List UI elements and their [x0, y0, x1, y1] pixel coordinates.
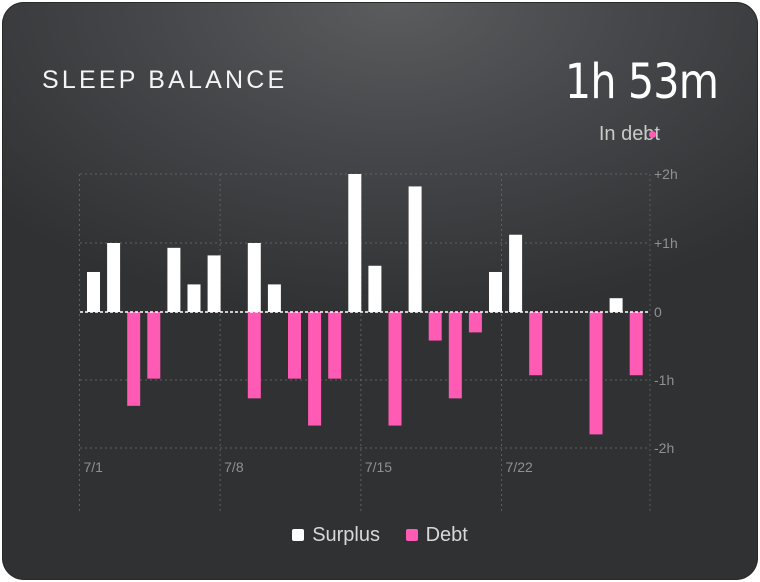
surplus-bar — [368, 265, 382, 312]
x-tick-label: 7/15 — [365, 459, 392, 475]
surplus-bar — [348, 174, 362, 312]
legend-swatch-debt — [405, 529, 418, 541]
surplus-bar — [107, 243, 121, 312]
card-title: SLEEP BALANCE — [42, 66, 288, 94]
y-tick-label: 0 — [654, 304, 662, 320]
y-tick-label: +2h — [654, 166, 678, 182]
chart-legend: Surplus Debt — [2, 524, 758, 547]
debt-bar — [308, 312, 322, 426]
surplus-bar — [167, 247, 181, 312]
surplus-bar — [267, 284, 281, 312]
x-tick-label: 7/1 — [83, 459, 103, 475]
debt-bar — [388, 312, 402, 426]
surplus-bar — [489, 271, 502, 312]
surplus-bar — [87, 271, 100, 312]
legend-label-debt: Debt — [425, 524, 468, 546]
surplus-bar — [408, 186, 422, 312]
y-tick-label: -1h — [654, 372, 674, 388]
surplus-bar — [187, 284, 201, 312]
surplus-bar — [247, 243, 261, 312]
debt-bar — [629, 312, 643, 376]
legend-label-surplus: Surplus — [312, 524, 380, 546]
y-tick-label: -2h — [654, 440, 674, 456]
surplus-bar — [509, 234, 523, 312]
debt-bar — [529, 312, 543, 376]
legend-item-surplus: Surplus — [292, 524, 380, 547]
x-tick-label: 7/22 — [506, 459, 533, 475]
debt-bar — [147, 312, 161, 379]
status-dot-icon — [649, 131, 656, 138]
debt-bar — [468, 312, 482, 333]
debt-bar — [428, 312, 442, 341]
y-tick-label: +1h — [654, 235, 678, 251]
surplus-bar — [207, 255, 221, 312]
x-tick-label: 7/8 — [224, 459, 244, 475]
debt-bar — [589, 312, 603, 435]
debt-bar — [127, 312, 141, 406]
legend-item-debt: Debt — [405, 524, 468, 547]
balance-value: 1h 53m — [564, 54, 719, 110]
legend-swatch-surplus — [292, 529, 305, 541]
surplus-bar — [609, 298, 623, 312]
debt-bar — [288, 312, 301, 379]
debt-bar — [448, 312, 462, 399]
debt-bar — [247, 312, 261, 399]
status-label: In debt — [598, 123, 660, 145]
debt-bar — [328, 312, 342, 379]
